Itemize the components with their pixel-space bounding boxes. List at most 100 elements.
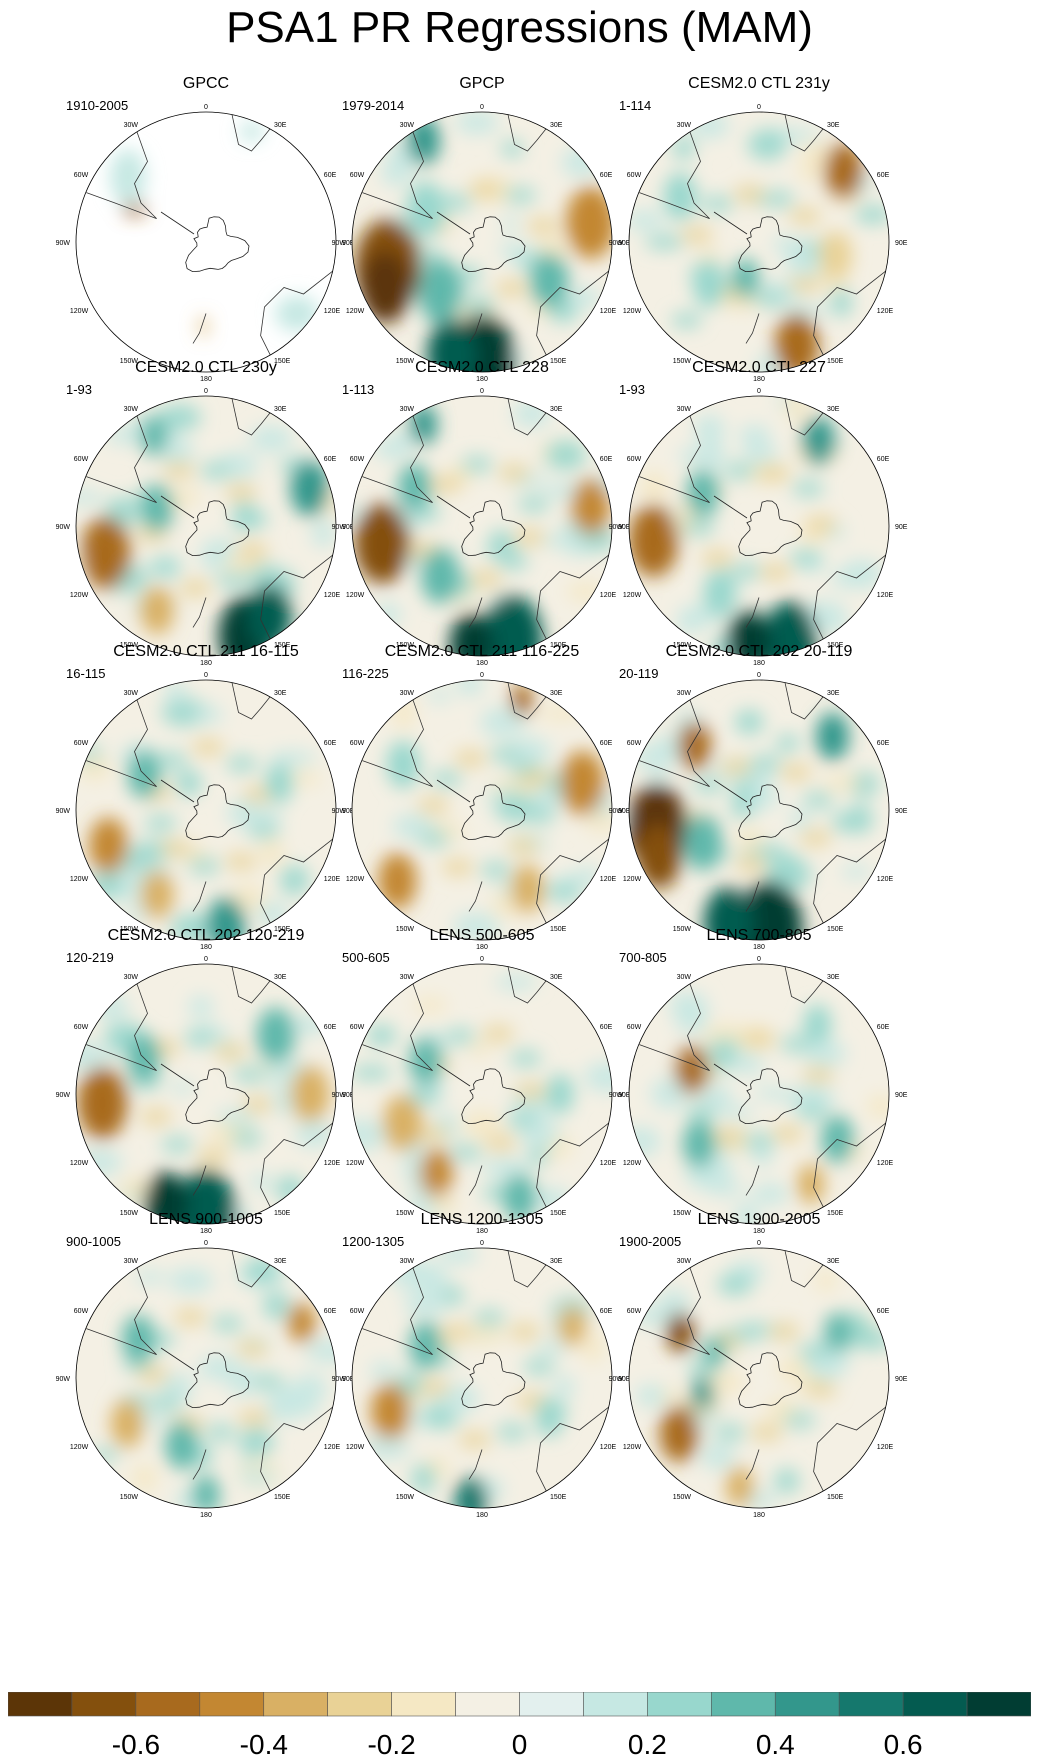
lon-label-left: 150W bbox=[673, 1210, 692, 1217]
lon-label-right: 150E bbox=[827, 926, 844, 933]
lon-label-left: 60W bbox=[627, 1308, 642, 1315]
lon-label-left: 120W bbox=[70, 1160, 89, 1167]
map-panel: CESM2.0 CTL 202 120-219 120-219 0 180 30E 30W… bbox=[56, 926, 356, 1235]
lon-label-left: 120W bbox=[346, 876, 365, 883]
lon-label-left: 60W bbox=[350, 1308, 365, 1315]
lon-label-right: 120E bbox=[877, 592, 894, 599]
lon-label-bottom: 180 bbox=[476, 1228, 488, 1235]
colorbar-swatch bbox=[199, 1692, 265, 1717]
lon-label-left: 60W bbox=[627, 740, 642, 747]
lon-label-top: 0 bbox=[480, 1240, 484, 1247]
lon-label-right: 60E bbox=[324, 456, 337, 463]
map-boundary bbox=[628, 1247, 890, 1509]
lon-label-bottom: 180 bbox=[200, 660, 212, 667]
coastlines bbox=[86, 398, 334, 641]
coastlines bbox=[362, 682, 610, 925]
lon-label-bottom: 180 bbox=[476, 660, 488, 667]
lon-label-right: 30E bbox=[274, 122, 287, 129]
map-panel: CESM2.0 CTL 211 116-225 116-225 0 180 30E 30W… bbox=[332, 642, 632, 951]
map-boundary bbox=[351, 111, 613, 373]
lon-label-right: 60E bbox=[600, 456, 613, 463]
lon-label-right: 30E bbox=[274, 1258, 287, 1265]
panel-title: LENS 500-605 bbox=[429, 927, 535, 944]
lon-label-right: 150E bbox=[550, 358, 567, 365]
regression-field bbox=[76, 112, 336, 372]
regression-field bbox=[352, 964, 612, 1224]
map-panel: CESM2.0 CTL 230y 1-93 0 180 30E 30W 60E 60W 90E 9… bbox=[56, 358, 356, 667]
coastlines bbox=[639, 114, 887, 357]
coastlines bbox=[362, 1250, 610, 1493]
panel-title: LENS 1200-1305 bbox=[420, 1211, 544, 1228]
lon-label-left: 30W bbox=[400, 1258, 415, 1265]
lon-label-left: 120W bbox=[623, 308, 642, 315]
lon-label-left: 120W bbox=[70, 308, 89, 315]
colorbar-tick-label: 0.6 bbox=[884, 1729, 923, 1758]
lon-label-right: 90E bbox=[342, 1376, 355, 1383]
lon-label-right: 150E bbox=[550, 1210, 567, 1217]
map-panel: LENS 1200-1305 1200-1305 0 180 30E 30W 60E 60W 9… bbox=[332, 1210, 632, 1519]
lon-label-bottom: 180 bbox=[753, 944, 765, 951]
panel-title: CESM2.0 CTL 231y bbox=[688, 75, 830, 92]
panel-period: 1979-2014 bbox=[342, 98, 405, 113]
map-boundary bbox=[351, 963, 613, 1225]
lon-label-right: 30E bbox=[550, 690, 563, 697]
lon-label-top: 0 bbox=[204, 104, 208, 111]
lon-label-right: 150E bbox=[274, 642, 291, 649]
map-boundary bbox=[628, 395, 890, 657]
panel-title: CESM2.0 CTL 211 116-225 bbox=[384, 643, 580, 660]
regression-field bbox=[352, 112, 612, 372]
lon-label-bottom: 180 bbox=[476, 1512, 488, 1519]
lon-label-left: 120W bbox=[70, 1444, 89, 1451]
panel-period: 700-805 bbox=[619, 950, 667, 965]
panel-period: 1900-2005 bbox=[619, 1234, 682, 1249]
colorbar-swatch bbox=[902, 1692, 968, 1717]
colorbar-swatch bbox=[263, 1692, 328, 1717]
coastlines bbox=[86, 682, 334, 925]
panel-title: GPCP bbox=[459, 75, 505, 92]
lon-label-left: 30W bbox=[124, 406, 139, 413]
lon-label-right: 30E bbox=[274, 690, 287, 697]
lon-label-left: 150W bbox=[396, 642, 415, 649]
lon-label-right: 60E bbox=[324, 1308, 337, 1315]
lon-label-right: 150E bbox=[274, 1210, 291, 1217]
lon-label-left: 120W bbox=[623, 1160, 642, 1167]
lon-label-bottom: 180 bbox=[753, 660, 765, 667]
lon-label-top: 0 bbox=[480, 388, 484, 395]
lon-label-right: 90E bbox=[618, 524, 631, 531]
lon-label-right: 120E bbox=[324, 876, 341, 883]
map-panel: CESM2.0 CTL 228 1-113 0 180 30E 30W 60E 60W 90E 9… bbox=[332, 358, 632, 667]
map-boundary bbox=[628, 111, 890, 373]
panel-title: LENS 700-805 bbox=[706, 927, 812, 944]
lon-label-right: 120E bbox=[600, 592, 617, 599]
lon-label-top: 0 bbox=[480, 104, 484, 111]
lon-label-left: 90W bbox=[609, 1376, 624, 1383]
map-boundary bbox=[628, 963, 890, 1225]
lon-label-right: 60E bbox=[324, 1024, 337, 1031]
coastlines bbox=[362, 114, 610, 357]
lon-label-right: 150E bbox=[827, 1494, 844, 1501]
panel-title: CESM2.0 CTL 228 bbox=[415, 359, 549, 376]
lon-label-right: 30E bbox=[550, 1258, 563, 1265]
lon-label-right: 60E bbox=[600, 1308, 613, 1315]
lon-label-left: 30W bbox=[677, 406, 692, 413]
lon-label-bottom: 180 bbox=[200, 376, 212, 383]
regression-field bbox=[629, 112, 889, 372]
lon-label-left: 90W bbox=[332, 1092, 347, 1099]
map-panel: LENS 1900-2005 1900-2005 0 180 30E 30W 60E 60W 9… bbox=[609, 1210, 909, 1519]
lon-label-bottom: 180 bbox=[753, 1228, 765, 1235]
lon-label-left: 60W bbox=[74, 1308, 89, 1315]
lon-label-left: 30W bbox=[400, 122, 415, 129]
lon-label-left: 90W bbox=[332, 808, 347, 815]
lon-label-right: 120E bbox=[324, 1444, 341, 1451]
lon-label-left: 90W bbox=[609, 524, 624, 531]
map-boundary bbox=[75, 395, 337, 657]
lon-label-right: 150E bbox=[827, 642, 844, 649]
lon-label-left: 90W bbox=[56, 1376, 71, 1383]
